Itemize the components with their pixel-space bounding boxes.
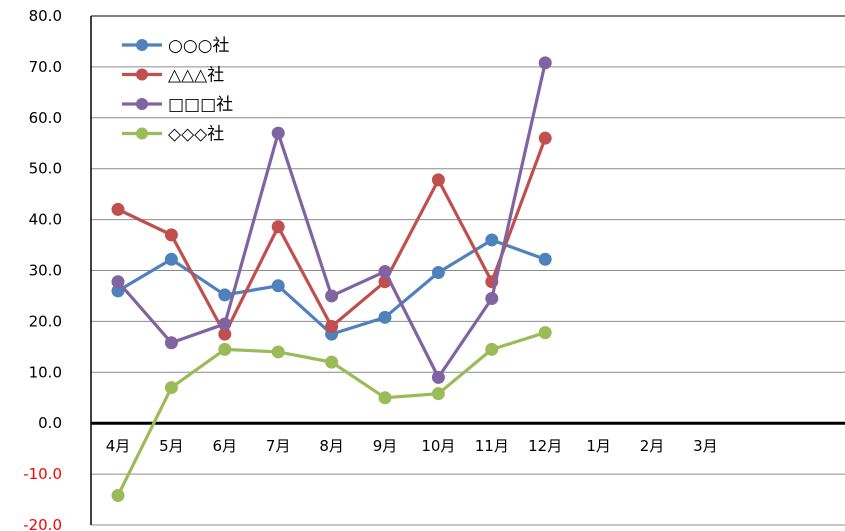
series-lines (111, 56, 552, 502)
legend-swatch-marker (136, 98, 148, 110)
data-point (431, 387, 445, 401)
data-point (538, 131, 552, 145)
x-tick-label: 6月 (213, 437, 238, 455)
legend-label: ◇◇◇社 (168, 125, 224, 145)
data-point (111, 488, 125, 502)
data-point (538, 252, 552, 266)
x-tick-label: 8月 (319, 437, 344, 455)
data-point (271, 220, 285, 234)
data-point (325, 319, 339, 333)
y-tick-label: 80.0 (29, 7, 62, 25)
data-point (538, 56, 552, 70)
legend-swatch-marker (136, 68, 148, 81)
data-point (378, 265, 392, 279)
data-point (431, 173, 445, 187)
data-point (218, 342, 232, 356)
legend-label: □□□社 (168, 95, 233, 115)
legend-label: ○○○社 (168, 36, 230, 56)
x-tick-label: 12月 (528, 437, 562, 455)
x-tick-labels: 4月 5月 6月 7月 8月 9月 10月 11月 12月 1月 2月 3月 (106, 437, 718, 455)
data-point (111, 275, 125, 289)
data-point (164, 228, 178, 242)
series-line (117, 137, 547, 336)
y-tick-label: 10.0 (29, 363, 62, 381)
data-point (485, 291, 499, 305)
legend-swatch-marker (136, 39, 148, 51)
x-tick-label: 4月 (106, 437, 131, 455)
y-tick-labels: 80.0 70.0 60.0 50.0 40.0 30.0 20.0 10.0 0.0 -10.0… (23, 7, 62, 531)
data-point (271, 126, 285, 140)
axes (90, 15, 845, 525)
data-point (538, 326, 552, 340)
data-point (431, 370, 445, 384)
x-tick-label: 3月 (693, 437, 718, 455)
x-tick-label: 5月 (159, 437, 184, 455)
data-point (431, 266, 445, 280)
y-tick-label: 40.0 (29, 211, 62, 229)
data-point (325, 289, 339, 303)
data-point (378, 391, 392, 405)
data-point (164, 252, 178, 266)
data-point (218, 317, 232, 331)
x-tick-label: 11月 (475, 437, 509, 455)
y-tick-label: -10.0 (23, 465, 62, 483)
data-point (164, 381, 178, 395)
y-tick-label: 0.0 (38, 414, 62, 432)
legend: ○○○社 △△△社 □□□社 ◇◇◇社 (122, 36, 233, 145)
data-point (218, 288, 232, 302)
legend-label: △△△社 (168, 66, 224, 86)
y-tick-label: -20.0 (23, 516, 62, 531)
data-point (111, 202, 125, 216)
legend-swatch-marker (136, 127, 148, 140)
y-tick-label: 60.0 (29, 109, 62, 127)
x-tick-label: 1月 (586, 437, 611, 455)
x-tick-label: 10月 (421, 437, 455, 455)
x-tick-label: 9月 (373, 437, 398, 455)
grid-lines (91, 15, 845, 526)
x-tick-label: 7月 (266, 437, 291, 455)
data-point (485, 233, 499, 247)
data-point (164, 336, 178, 350)
y-tick-label: 30.0 (29, 262, 62, 280)
data-point (271, 279, 285, 293)
y-tick-label: 50.0 (29, 160, 62, 178)
data-point (271, 345, 285, 359)
y-tick-label: 70.0 (29, 58, 62, 76)
y-tick-label: 20.0 (29, 312, 62, 330)
data-point (485, 342, 499, 356)
data-point (325, 355, 339, 369)
x-tick-label: 2月 (640, 437, 665, 455)
data-point (378, 310, 392, 324)
